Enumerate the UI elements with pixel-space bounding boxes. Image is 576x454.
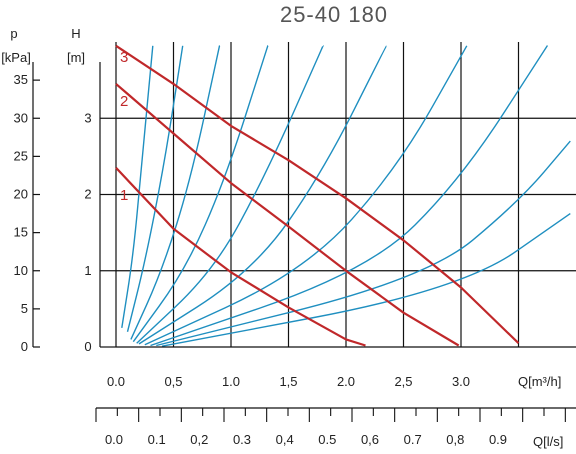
x-tick-label: 1.0: [222, 374, 240, 389]
kpa-tick-label: 10: [14, 263, 28, 278]
second-x-tick-label: 0,8: [446, 432, 464, 447]
pump-curve-3: [115, 44, 520, 344]
second-x-tick-label: 0.3: [233, 432, 251, 447]
x-tick-label: 3.0: [452, 374, 470, 389]
pump-curve-label-3: 3: [120, 49, 128, 66]
head-tick-label: 1: [84, 263, 91, 278]
second-x-tick-label: 0,4: [276, 432, 294, 447]
pump-curve-2: [115, 83, 460, 347]
x-tick-label: 0.0: [107, 374, 125, 389]
left-axis-unit: [kPa]: [1, 50, 31, 65]
x-tick-label: 1,5: [279, 374, 297, 389]
x-axis-label: Q[m³/h]: [518, 374, 561, 389]
second-x-tick-label: 0.0: [105, 432, 123, 447]
x-tick-label: 2,5: [394, 374, 412, 389]
system-curve: [161, 212, 571, 347]
axes: 0 5 10 15 20 25 30 35 0 1 2 3 0.0 0,5 1.0 1,5 2.0 2,5 3.0 0…: [14, 62, 576, 447]
system-curve: [138, 45, 387, 345]
head-axis-unit: [m]: [67, 50, 85, 65]
pump-curve-1: [115, 167, 366, 347]
kpa-tick-label: 30: [14, 110, 28, 125]
second-x-tick-label: 0.1: [148, 432, 166, 447]
head-tick-label: 2: [84, 187, 91, 202]
kpa-tick-label: 5: [21, 301, 28, 316]
x-tick-label: 0,5: [164, 374, 182, 389]
kpa-tick-label: 20: [14, 187, 28, 202]
second-x-tick-label: 0,6: [361, 432, 379, 447]
system-curve: [156, 140, 571, 347]
second-x-tick-label: 0.5: [318, 432, 336, 447]
second-x-axis-label: Q[l/s]: [533, 434, 563, 449]
left-axis-symbol: p: [10, 26, 17, 41]
head-axis-symbol: H: [71, 26, 80, 41]
kpa-tick-label: 0: [21, 339, 28, 354]
kpa-tick-label: 15: [14, 225, 28, 240]
head-tick-label: 0: [84, 339, 91, 354]
pump-curves: 1 2 3: [115, 44, 520, 347]
system-curve: [130, 45, 221, 340]
pump-curve-label-1: 1: [120, 187, 128, 204]
pump-curve-label-2: 2: [120, 93, 128, 110]
kpa-tick-label: 35: [14, 72, 28, 87]
chart-title: 25-40 180: [280, 2, 388, 27]
system-curve: [136, 45, 324, 344]
system-curve: [144, 45, 468, 346]
head-tick-label: 3: [84, 110, 91, 125]
system-curve: [132, 45, 269, 343]
second-x-tick-label: 0,2: [190, 432, 208, 447]
x-tick-label: 2.0: [337, 374, 355, 389]
kpa-tick-label: 25: [14, 148, 28, 163]
second-x-tick-label: 0.7: [404, 432, 422, 447]
system-curve: [150, 45, 548, 347]
system-curve: [121, 45, 154, 329]
second-x-tick-label: 0.9: [489, 432, 507, 447]
